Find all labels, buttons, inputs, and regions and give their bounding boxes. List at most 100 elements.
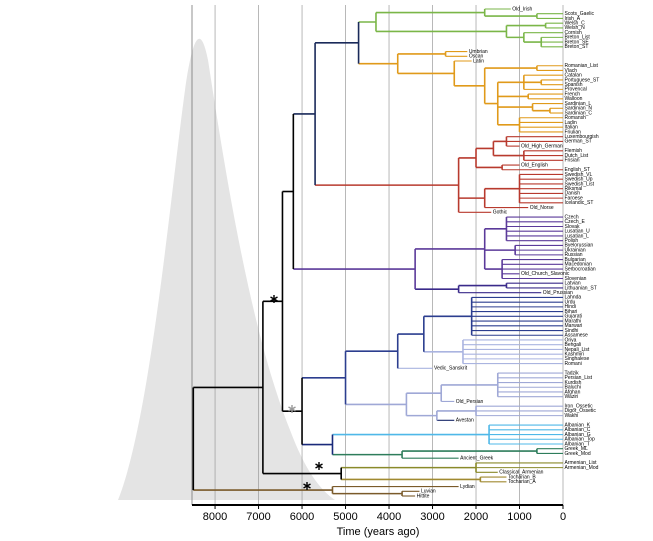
leaf-label: Dutch_List [565,153,589,159]
leaf-label: Romani [565,361,582,367]
star [270,295,278,303]
leaf-label: Romansh [565,115,587,121]
leaf-label: Persian_List [565,375,593,381]
leaf-label: Friulian [565,129,582,135]
leaf-label: Old_English [521,162,548,168]
leaf-label: English_ST [565,167,591,173]
x-tick-label: 1000 [507,511,531,523]
leaf-label: Latvian [565,281,581,287]
leaf-label: Urdu [565,299,576,305]
leaf-label: Old_Persian [456,399,484,405]
leaf-label: Hindi [565,304,576,310]
leaf-label: Swedish_List [565,181,595,187]
leaf-label: Spanish [565,82,583,88]
leaf-label: Slovenian [565,276,587,282]
leaf-label: Bengali [565,342,582,348]
leaf-label: Ladin [565,120,577,126]
leaf-label: Bihari [565,309,578,315]
leaf-label: Singhalese [565,356,590,362]
leaf-label: Bulgarian [565,257,586,263]
tree: Old_Irish Scots_GaelicIrish_AWelsh_CWelsh… [192,6,600,499]
leaf-label: Welsh_N [565,25,586,31]
leaf-label: Serbocroatian [565,266,596,272]
leaf-label: Waziri [565,394,579,400]
star [303,482,311,490]
leaf-label: French [565,91,581,97]
leaf-label: Breton_ST [565,44,589,50]
leaf-label: Walloon [565,96,583,102]
leaf-label: Old_Church_Slavonic [521,271,570,277]
x-tick-label: 2000 [464,511,488,523]
leaf-label: Assamese [565,333,589,339]
leaf-label: Irish_A [565,16,581,22]
leaf-label: Flemish [565,148,583,154]
leaf-label: Ancient_Greek [460,456,494,462]
leaf-label: Swedish_VL [565,172,593,178]
x-axis-label: Time (years ago) [337,526,420,538]
star [315,462,323,470]
leaf-label: Ukrainian [565,247,586,253]
x-tick-label: 6000 [290,511,314,523]
leaf-label: Luxembourgish [565,134,599,140]
x-tick-label: 3000 [420,511,444,523]
leaf-label: Provencal [565,87,587,93]
leaf-label: Lusatian_U [565,229,591,235]
leaf-label: Cornish [565,30,582,36]
leaf-label: Czech_E [565,219,586,225]
leaf-label: Old_Norse [530,205,554,211]
leaf-label: Vedic_Sanskrit [434,366,468,372]
leaf-label: Lahnda [565,295,582,301]
leaf-label: Sardinian_L [565,101,592,107]
leaf-label: Luvian [421,489,436,495]
x-tick-label: 8000 [203,511,227,523]
leaf-label: Albanian_G [565,432,591,438]
leaf-label: Old_High_German [521,143,563,149]
leaf-label: Riksmal [565,186,583,192]
leaf-label: Tocharian_A [508,479,536,485]
leaf-label: German_ST [565,139,592,145]
leaf-label: Oscan [469,54,484,60]
leaf-label: Albanian_Top [565,437,596,443]
leaf-label: Welsh_C [565,21,586,27]
leaf-label: Afghan [565,389,581,395]
leaf-label: Iron_Ossetic [565,403,594,409]
leaf-label: Greek_Mod [565,451,591,457]
leaf-label: Sardinian_C [565,110,593,116]
leaf-label: Greek_ML [565,446,589,452]
leaf-label: Umbrian [469,49,488,55]
leaf-label: Polish [565,238,579,244]
leaf-label: Latin [473,58,484,64]
leaf-label: Slovak [565,224,581,230]
leaf-label: Kurdish [565,380,582,386]
x-tick-label: 0 [560,511,566,523]
leaf-label: Sardinian_N [565,106,593,112]
leaf-label: Old_Prussian [543,290,573,296]
leaf-label: Sindhi [565,328,579,334]
x-tick-label: 5000 [333,511,357,523]
leaf-label: Avestan [456,418,474,424]
leaf-label: Albanian_T [565,441,590,447]
leaf-label: Gujarati [565,314,583,320]
leaf-label: Russian [565,252,583,258]
leaf-label: Baluchi [565,385,581,391]
leaf-label: Wakhi [565,413,579,419]
leaf-label: Portuguese_ST [565,77,600,83]
leaf-label: Vlach [565,68,578,74]
x-tick-label: 4000 [377,511,401,523]
leaf-label: Nepali_List [565,347,590,353]
x-tick-label: 7000 [246,511,270,523]
leaf-label: Old_Irish [512,6,532,12]
leaf-label: Macedonian [565,262,592,268]
leaf-label: Marathi [565,318,582,324]
stars [270,295,323,490]
leaf-label: Albanian_C [565,427,591,433]
leaf-label: Romanian_List [565,63,599,69]
leaf-label: Czech [565,214,579,220]
leaf-label: Albanian_K [565,422,591,428]
leaf-label: Faroese [565,195,584,201]
leaf-label: Marwari [565,323,583,329]
leaf-label: Catalan [565,73,582,79]
leaf-label: Hittite [417,493,430,499]
